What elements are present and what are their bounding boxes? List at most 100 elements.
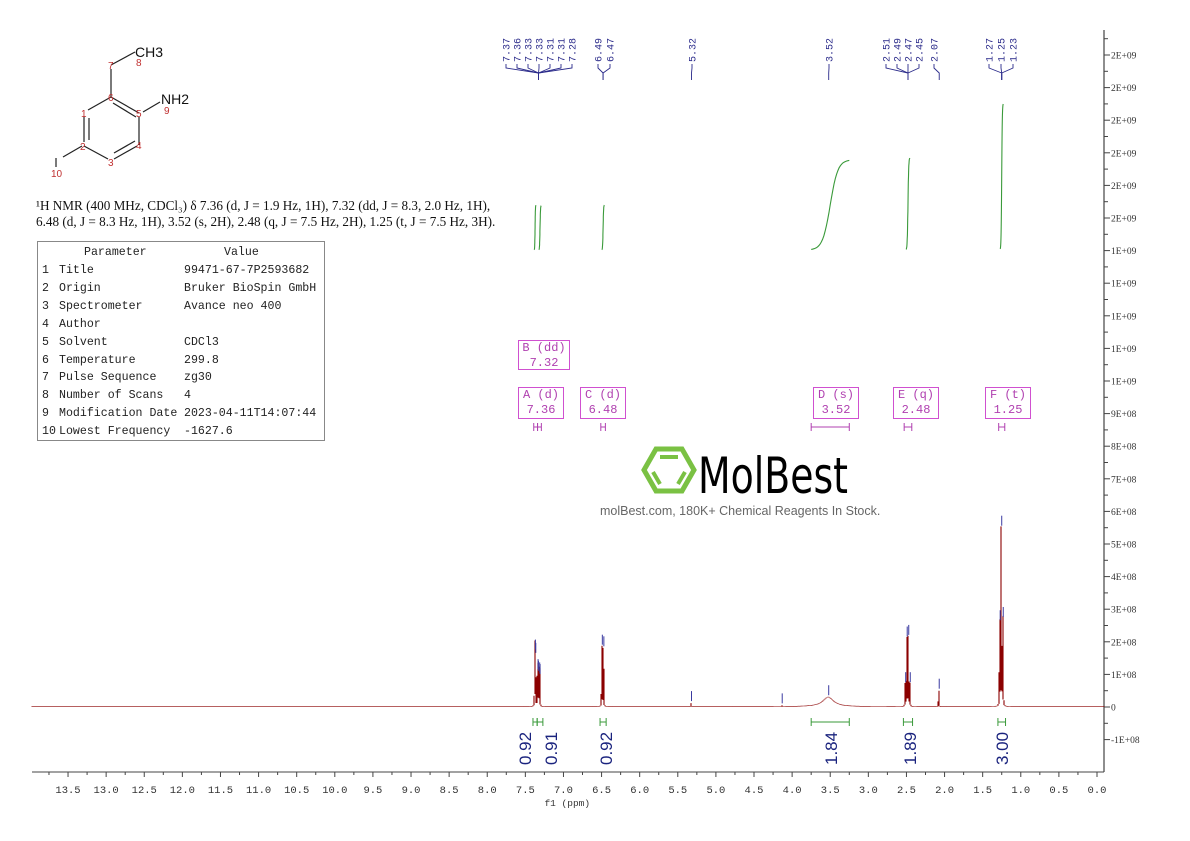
- parameter-name: Author: [59, 317, 101, 331]
- parameter-name: Pulse Sequence: [59, 371, 157, 385]
- atom-nh2: NH2: [161, 91, 189, 107]
- integral-curve: [533, 205, 537, 251]
- parameter-value: Bruker BioSpin GmbH: [184, 281, 317, 295]
- x-tick-label: 1.5: [973, 785, 992, 797]
- atom-number-2: 2: [80, 142, 86, 153]
- peak-label-connector: [1001, 64, 1014, 80]
- peak-label-connector: [988, 64, 1003, 80]
- parameter-name: Origin: [59, 281, 101, 295]
- x-tick-label: 9.5: [363, 785, 382, 797]
- peak-label: 7.28: [569, 38, 580, 62]
- y-tick-label: 8E+08: [1111, 443, 1137, 453]
- table-header-value: Value: [224, 246, 259, 259]
- integral-curve: [538, 205, 542, 251]
- multiplet-label: D (s): [817, 388, 854, 402]
- y-tick-label: 2E+09: [1111, 149, 1137, 159]
- peak-label: 1.23: [1010, 38, 1021, 62]
- parameter-value: 2023-04-11T14:07:44: [184, 407, 317, 421]
- x-tick-label: 12.5: [132, 785, 157, 797]
- peak-label: 2.47: [905, 38, 916, 62]
- x-tick-label: 10.0: [322, 785, 347, 797]
- integral-curve: [601, 204, 605, 251]
- nmr-description-line2: 6.48 (d, J = 8.3 Hz, 1H), 3.52 (s, 2H), …: [36, 214, 496, 229]
- atom-number-8: 8: [136, 58, 142, 69]
- multiplet-shift: 7.32: [529, 356, 559, 370]
- logo-text: MolBest: [698, 447, 848, 500]
- y-tick-label: 1E+09: [1111, 247, 1137, 257]
- row-number: 4: [42, 317, 49, 331]
- x-tick-label: 2.5: [897, 785, 916, 797]
- x-tick-label: 11.5: [208, 785, 233, 797]
- multiplet-shift: 7.36: [526, 403, 556, 417]
- watermark-text: molBest.com, 180K+ Chemical Reagents In …: [600, 504, 881, 518]
- x-axis-label: f1 (ppm): [544, 798, 590, 809]
- parameter-value: Avance neo 400: [184, 299, 282, 313]
- x-tick-label: 9.0: [402, 785, 421, 797]
- peak-label: 7.37: [503, 38, 514, 62]
- row-number: 5: [42, 335, 49, 349]
- x-tick-label: 6.5: [592, 785, 611, 797]
- y-tick-label: 1E+09: [1111, 345, 1137, 355]
- peak-label: 2.51: [883, 38, 894, 62]
- integral-value: 0.92: [597, 732, 616, 765]
- y-tick-label: 4E+08: [1111, 573, 1137, 583]
- x-tick-label: 0.0: [1088, 785, 1107, 797]
- peak-label-connector: [933, 64, 940, 80]
- y-tick-label: -1E+08: [1111, 736, 1140, 746]
- x-tick-label: 13.0: [94, 785, 119, 797]
- parameter-value: 299.8: [184, 353, 219, 367]
- y-tick-label: 1E+09: [1111, 312, 1137, 322]
- y-tick-label: 1E+08: [1111, 671, 1137, 681]
- peak-label-connector: [602, 64, 611, 80]
- row-number: 8: [42, 389, 49, 403]
- atom-number-5: 5: [136, 109, 142, 120]
- y-tick-label: 5E+08: [1111, 541, 1137, 551]
- parameter-name: Number of Scans: [59, 389, 164, 403]
- atom-number-6: 6: [108, 93, 114, 104]
- peak-label: 1.27: [986, 38, 997, 62]
- multiplet-label: A (d): [522, 388, 559, 402]
- x-tick-label: 7.0: [554, 785, 573, 797]
- peak-label: 7.31: [547, 38, 558, 62]
- integral-value: 1.84: [822, 732, 841, 765]
- peak-label: 6.47: [607, 38, 618, 62]
- peak-label: 6.49: [595, 38, 606, 62]
- multiplet-box: A (d) 7.36: [518, 387, 564, 419]
- x-tick-label: 10.5: [284, 785, 309, 797]
- multiplet-box: C (d) 6.48: [580, 387, 626, 419]
- x-tick-label: 2.0: [935, 785, 954, 797]
- parameter-name: Solvent: [59, 335, 108, 349]
- atom-ch3: CH3: [135, 44, 163, 60]
- y-tick-label: 6E+08: [1111, 508, 1137, 518]
- peak-label-connector: [907, 64, 920, 80]
- integral-curve: [905, 157, 911, 250]
- parameter-table: Parameter Value 1 Title 99471-67-7P2593682…: [37, 241, 325, 441]
- multiplet-label: F (t): [989, 388, 1026, 402]
- x-tick-label: 5.0: [706, 785, 725, 797]
- y-tick-label: 7E+08: [1111, 475, 1137, 485]
- parameter-name: Temperature: [59, 353, 136, 367]
- parameter-name: Spectrometer: [59, 299, 143, 313]
- atom-number-3: 3: [108, 158, 114, 169]
- x-tick-label: 5.5: [668, 785, 687, 797]
- spectrum-line: [31, 526, 1105, 707]
- multiplet-shift: 6.48: [588, 403, 618, 417]
- integral-curve: [811, 159, 850, 250]
- y-tick-label: 9E+08: [1111, 410, 1137, 420]
- x-tick-label: 8.5: [440, 785, 459, 797]
- integral-value: 0.92: [516, 732, 535, 765]
- multiplet-shift: 1.25: [993, 403, 1023, 417]
- parameter-value: 99471-67-7P2593682: [184, 264, 310, 277]
- nmr-description-line1: ¹H NMR (400 MHz, CDCl₃) δ 7.36 (d, J = 1…: [36, 198, 491, 213]
- peak-label: 2.07: [931, 38, 942, 62]
- molecule-bonds: [55, 51, 161, 167]
- peak-label: 7.33: [525, 38, 536, 62]
- peak-label: 7.36: [514, 38, 525, 62]
- peak-label-connector: [538, 64, 573, 80]
- y-tick-label: 0: [1111, 704, 1116, 714]
- parameter-value: 4: [184, 389, 191, 403]
- atom-number-10: 10: [51, 169, 63, 180]
- x-tick-label: 7.5: [516, 785, 535, 797]
- peak-label: 7.31: [558, 38, 569, 62]
- x-tick-label: 0.5: [1049, 785, 1068, 797]
